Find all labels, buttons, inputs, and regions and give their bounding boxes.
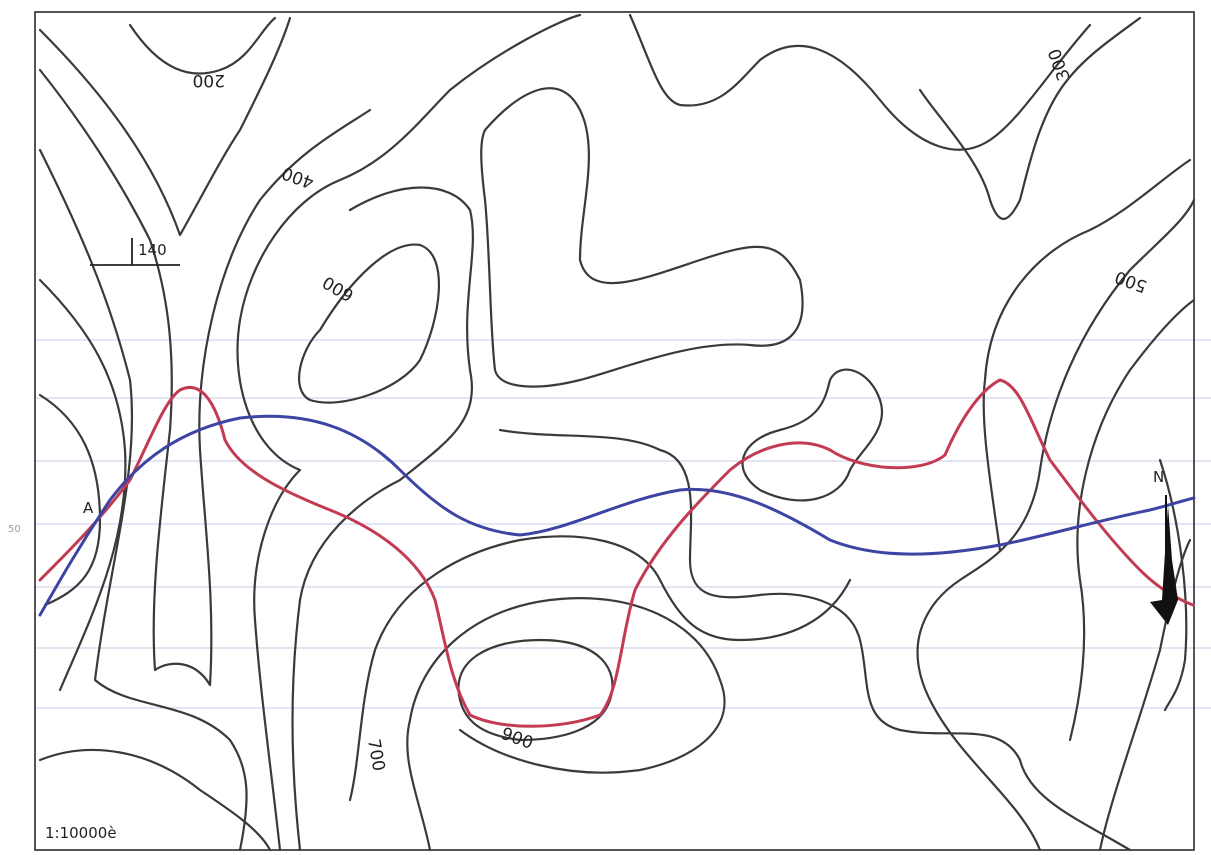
contour-line: [916, 198, 1196, 852]
contour-label-500: 500: [1112, 266, 1149, 296]
contour-line: [38, 278, 127, 692]
contour-label-700: 700: [363, 737, 388, 772]
north-arrow: [1150, 495, 1178, 625]
contour-line: [406, 597, 726, 852]
contour-line: [291, 186, 474, 852]
contour-line: [918, 16, 1142, 220]
profile-blue-line: [38, 414, 1196, 617]
contour-lines: [38, 13, 1196, 852]
contour-label-900: 900: [498, 724, 535, 754]
contour-label-300: 300: [1045, 46, 1075, 83]
contour-line: [741, 368, 883, 502]
contour-line: [480, 87, 804, 388]
spot-height-label: 140: [138, 241, 167, 259]
contour-line: [1098, 538, 1192, 852]
contour-line: [236, 13, 582, 852]
north-label: N: [1153, 468, 1164, 486]
map-frame: [34, 11, 1195, 851]
contour-line: [628, 13, 1092, 151]
margin-value: 50: [8, 524, 21, 535]
contour-line: [38, 748, 272, 852]
scale-label: 1:10000è: [45, 824, 117, 842]
contour-line: [982, 158, 1192, 552]
contour-line: [298, 243, 440, 404]
contour-line: [38, 16, 292, 237]
contour-line: [1068, 298, 1196, 742]
point-a-label: A: [83, 499, 94, 517]
contour-line: [38, 148, 248, 852]
contour-label-600: 600: [319, 271, 357, 305]
spot-height-marker: [90, 238, 180, 266]
contour-line: [348, 535, 852, 802]
contour-line: [128, 16, 277, 75]
contour-line: [38, 393, 102, 607]
contour-label-200: 200: [193, 70, 225, 90]
profile-red-line: [38, 378, 1195, 728]
contour-label-400: 400: [279, 162, 316, 192]
contour-line: [38, 68, 372, 687]
contour-line: [498, 428, 1132, 852]
